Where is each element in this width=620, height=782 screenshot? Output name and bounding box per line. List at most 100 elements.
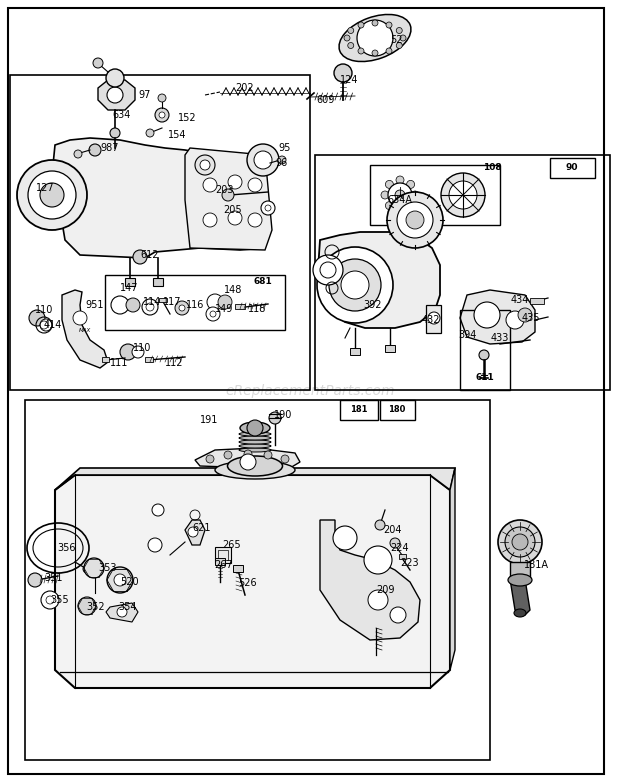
Bar	[218, 550, 228, 560]
Circle shape	[247, 144, 279, 176]
Text: 987: 987	[100, 143, 118, 153]
Text: 148: 148	[224, 285, 242, 295]
Text: 154: 154	[168, 130, 187, 140]
Bar	[235, 304, 245, 309]
Text: 354: 354	[118, 602, 136, 612]
Text: 394: 394	[458, 330, 476, 340]
Circle shape	[341, 271, 369, 299]
Text: 149: 149	[215, 304, 233, 314]
Circle shape	[222, 189, 234, 201]
Text: 204: 204	[383, 525, 402, 535]
Circle shape	[375, 520, 385, 530]
Text: 433: 433	[491, 333, 510, 343]
Text: 190: 190	[274, 410, 293, 420]
Polygon shape	[320, 520, 420, 640]
Text: 203: 203	[215, 185, 234, 195]
Bar	[215, 547, 231, 563]
Circle shape	[155, 108, 169, 122]
Circle shape	[206, 307, 220, 321]
Text: 634A: 634A	[387, 195, 412, 205]
Ellipse shape	[239, 448, 271, 452]
Text: 951: 951	[85, 300, 104, 310]
Bar	[145, 357, 153, 362]
Circle shape	[407, 202, 415, 210]
Text: 435: 435	[522, 313, 541, 323]
Circle shape	[114, 574, 126, 586]
Text: 351: 351	[44, 573, 63, 583]
Circle shape	[28, 171, 76, 219]
Circle shape	[228, 211, 242, 225]
Circle shape	[28, 573, 42, 587]
Polygon shape	[106, 603, 138, 622]
Circle shape	[248, 213, 262, 227]
Circle shape	[386, 202, 394, 210]
Circle shape	[381, 191, 389, 199]
Text: 526: 526	[238, 578, 257, 588]
Circle shape	[396, 206, 404, 214]
Circle shape	[372, 20, 378, 26]
Circle shape	[218, 295, 232, 309]
Circle shape	[334, 64, 352, 82]
Bar	[426, 305, 441, 333]
Circle shape	[396, 27, 402, 34]
Polygon shape	[25, 172, 50, 218]
Circle shape	[132, 346, 144, 358]
Text: 114: 114	[143, 297, 161, 307]
Circle shape	[269, 412, 281, 424]
Text: 181A: 181A	[524, 560, 549, 570]
Polygon shape	[185, 148, 272, 250]
Ellipse shape	[228, 456, 283, 476]
Circle shape	[188, 527, 198, 537]
Bar	[153, 278, 163, 286]
Circle shape	[120, 344, 136, 360]
Circle shape	[224, 451, 232, 459]
Circle shape	[441, 173, 485, 217]
Text: 95: 95	[278, 143, 290, 153]
Text: 353: 353	[98, 563, 117, 573]
Circle shape	[506, 311, 524, 329]
Circle shape	[175, 301, 189, 315]
Circle shape	[158, 94, 166, 102]
Circle shape	[206, 455, 214, 463]
Circle shape	[74, 150, 82, 158]
Circle shape	[281, 455, 289, 463]
Text: 108: 108	[483, 163, 502, 173]
Text: 681: 681	[254, 278, 272, 286]
Circle shape	[152, 504, 164, 516]
Circle shape	[358, 22, 364, 28]
Text: 124: 124	[340, 75, 358, 85]
Ellipse shape	[215, 461, 295, 479]
Bar	[380, 400, 415, 420]
Bar	[370, 165, 500, 225]
Circle shape	[264, 451, 272, 459]
Circle shape	[148, 538, 162, 552]
Polygon shape	[450, 468, 455, 670]
Text: 191: 191	[200, 415, 218, 425]
Text: 414: 414	[44, 320, 63, 330]
Text: 90: 90	[565, 163, 578, 173]
Circle shape	[84, 558, 104, 578]
Circle shape	[411, 191, 419, 199]
Bar	[385, 345, 395, 352]
Circle shape	[111, 296, 129, 314]
Circle shape	[395, 190, 405, 200]
Bar	[159, 298, 167, 302]
Circle shape	[89, 144, 101, 156]
Circle shape	[40, 319, 52, 331]
Circle shape	[317, 247, 393, 323]
Circle shape	[107, 87, 123, 103]
Circle shape	[505, 527, 535, 557]
Circle shape	[200, 160, 210, 170]
Circle shape	[240, 454, 256, 470]
Circle shape	[387, 192, 443, 248]
Bar	[102, 357, 109, 362]
Circle shape	[449, 181, 477, 209]
Bar	[340, 400, 378, 420]
Text: 112: 112	[165, 358, 184, 368]
Circle shape	[396, 176, 404, 184]
Circle shape	[107, 567, 133, 593]
Circle shape	[179, 305, 185, 311]
Circle shape	[106, 69, 124, 87]
Text: 611: 611	[476, 374, 494, 382]
Circle shape	[159, 112, 165, 118]
